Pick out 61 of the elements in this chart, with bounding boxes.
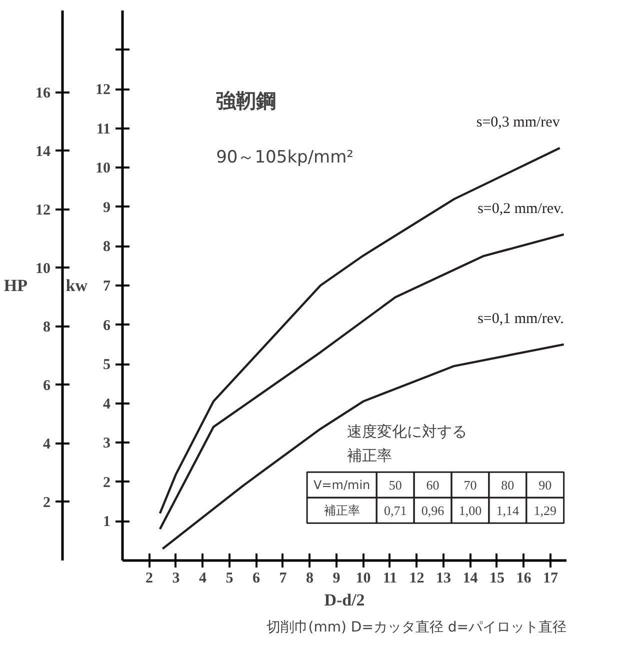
- annotation: 60: [426, 477, 440, 492]
- y2-tick-label: 2: [43, 494, 50, 511]
- annotation: 90: [538, 477, 552, 492]
- text: 切削巾(mm) D=カッタ直径 d=パイロット直径: [266, 620, 567, 636]
- x-tick-label: 12: [409, 570, 424, 586]
- y2-axis-title: HP: [4, 276, 28, 295]
- annotation: 速度変化に対する: [347, 422, 468, 441]
- annotation: 補正率: [347, 446, 392, 464]
- annotation: 50: [388, 477, 402, 492]
- line-series: [158, 233, 565, 530]
- x-tick-label: 13: [436, 570, 451, 586]
- y2-tick-label: 14: [36, 144, 51, 160]
- series-label: s=0,3 mm/rev: [476, 114, 560, 130]
- x-tick-label: 11: [382, 570, 398, 586]
- series-label: s=0,1 mm/rev.: [478, 310, 564, 327]
- y-tick-label: 7: [103, 278, 111, 294]
- y-tick-label: 12: [96, 82, 110, 98]
- x-tick-label: 4: [198, 570, 207, 586]
- annotation: 0,71: [384, 502, 407, 518]
- x-tick-label: 2: [145, 570, 153, 586]
- text: 強靭鋼: [216, 88, 276, 113]
- line-series: [162, 343, 565, 550]
- annotation: 70: [464, 477, 477, 492]
- y-tick-label: 1: [103, 514, 110, 530]
- y2-tick-label: 4: [43, 436, 51, 452]
- annotation: 1,29: [534, 502, 556, 518]
- x-tick-label: 17: [542, 570, 558, 586]
- y-tick-label: 9: [103, 200, 110, 216]
- x-tick-label: 6: [252, 570, 260, 586]
- annotation: 補正率: [324, 503, 360, 518]
- y2-tick-label: 16: [36, 85, 51, 102]
- annotation: 0,96: [421, 502, 445, 518]
- y-tick-label: 6: [103, 318, 111, 334]
- x-tick-label: 3: [172, 570, 180, 586]
- x-tick-label: 10: [356, 570, 371, 586]
- y-tick-label: 3: [103, 436, 110, 452]
- x-tick-label: 16: [516, 570, 532, 586]
- annotation: 80: [501, 477, 514, 492]
- y2-tick-label: 8: [43, 319, 50, 336]
- annotation: 1,14: [496, 502, 520, 518]
- x-tick-label: 7: [279, 570, 288, 586]
- y-tick-label: 8: [103, 239, 110, 256]
- y-axis-title: kw: [66, 276, 88, 295]
- text: 90～105kp/mm²: [216, 148, 354, 168]
- y-tick-label: 10: [96, 160, 110, 177]
- y-tick-label: 5: [103, 357, 110, 374]
- y-tick-label: 4: [103, 396, 111, 412]
- x-tick-label: 8: [306, 570, 314, 586]
- annotation: V=m/min: [314, 478, 370, 492]
- y2-tick-label: 12: [36, 202, 50, 218]
- x-tick-label: 14: [462, 570, 478, 586]
- y-tick-label: 11: [96, 121, 111, 138]
- x-axis-title: D-d/2: [324, 590, 365, 610]
- x-tick-label: 15: [489, 570, 504, 586]
- series-label: s=0,2 mm/rev.: [478, 200, 564, 217]
- x-tick-label: 5: [226, 570, 234, 586]
- x-tick-label: 9: [332, 570, 340, 586]
- y2-tick-label: 10: [36, 260, 50, 277]
- y-tick-label: 2: [103, 474, 110, 491]
- annotation: 1,00: [458, 502, 482, 518]
- y2-tick-label: 6: [43, 378, 51, 394]
